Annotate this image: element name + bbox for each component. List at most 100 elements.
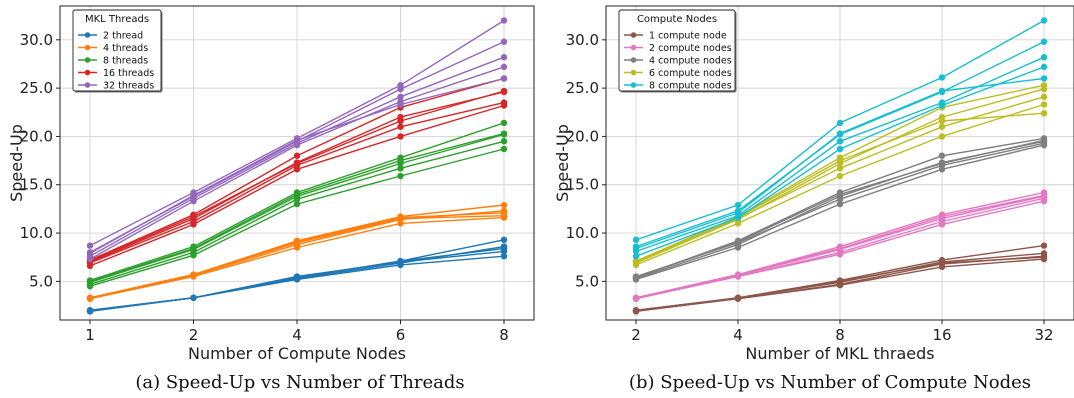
- data-point: [500, 130, 508, 137]
- legend-swatch-marker: [84, 44, 91, 51]
- data-point: [1040, 54, 1048, 61]
- legend-entry: 2 thread: [78, 31, 143, 42]
- data-point: [938, 160, 946, 167]
- data-point: [190, 294, 197, 301]
- legend-label: 4 threads: [103, 43, 148, 54]
- series-8-compute-nodes: [632, 17, 1048, 260]
- data-point: [293, 274, 301, 281]
- y-tick-label: 15.0: [20, 176, 53, 194]
- x-tick-label: 6: [396, 326, 406, 344]
- series-8-threads: [86, 119, 508, 290]
- y-axis-label: Speed-Up: [7, 124, 26, 202]
- data-point: [836, 145, 844, 153]
- legend-entry: 32 threads: [78, 81, 154, 92]
- data-point: [734, 220, 742, 227]
- legend-title: Compute Nodes: [637, 14, 717, 25]
- data-point: [632, 294, 640, 301]
- data-point: [500, 75, 508, 82]
- data-point: [86, 294, 94, 301]
- data-point: [836, 172, 844, 180]
- data-point: [1040, 75, 1048, 82]
- data-point: [938, 87, 946, 95]
- data-point: [1040, 38, 1048, 45]
- data-point: [86, 255, 94, 263]
- data-point: [293, 200, 301, 208]
- data-point: [397, 133, 404, 140]
- data-point: [938, 133, 946, 140]
- x-tick-label: 1: [85, 326, 95, 344]
- data-point: [938, 102, 946, 109]
- data-point: [293, 152, 301, 159]
- data-point: [397, 172, 404, 180]
- legend-entry: 1 compute node: [624, 31, 727, 42]
- data-point: [734, 238, 742, 245]
- legend-label: 2 thread: [103, 31, 143, 42]
- data-point: [836, 130, 844, 137]
- data-point: [836, 191, 844, 198]
- legend-label: 2 compute nodes: [649, 43, 732, 54]
- data-point: [632, 307, 640, 314]
- legend-entry: 6 compute nodes: [624, 68, 732, 79]
- x-tick-label: 32: [1034, 326, 1053, 344]
- x-tick-label: 16: [932, 326, 951, 344]
- data-point: [1040, 85, 1048, 93]
- data-point: [397, 93, 404, 101]
- data-point: [938, 166, 946, 173]
- y-tick-label: 25.0: [20, 79, 53, 97]
- data-point: [500, 209, 508, 216]
- data-point: [500, 145, 508, 153]
- legend-entry: 8 compute nodes: [624, 81, 732, 92]
- data-point: [836, 157, 844, 164]
- legend-entry: 4 compute nodes: [624, 56, 732, 67]
- data-point: [86, 307, 94, 314]
- legend-swatch-marker: [630, 44, 637, 51]
- data-point: [632, 274, 640, 281]
- data-point: [500, 17, 508, 24]
- data-point: [836, 245, 844, 252]
- data-point: [397, 123, 404, 130]
- x-tick-label: 4: [733, 326, 743, 344]
- series-4-threads: [86, 201, 508, 302]
- data-point: [1040, 63, 1048, 71]
- legend-swatch-marker: [630, 57, 637, 63]
- data-point: [397, 117, 404, 125]
- data-point: [938, 152, 946, 159]
- data-point: [500, 253, 508, 260]
- y-tick-label: 20.0: [566, 127, 599, 145]
- data-point: [86, 278, 94, 285]
- legend-label: 32 threads: [103, 81, 154, 92]
- legend-entry: 16 threads: [78, 68, 154, 79]
- legend-swatch-marker: [84, 82, 91, 88]
- series-2-compute-nodes: [632, 189, 1048, 302]
- data-point: [500, 214, 508, 221]
- legend-label: 1 compute node: [649, 31, 727, 42]
- chart-caption: (b) Speed-Up vs Number of Compute Nodes: [629, 372, 1031, 393]
- y-tick-label: 20.0: [20, 127, 53, 145]
- legend-title: MKL Threads: [85, 14, 149, 25]
- data-point: [1040, 93, 1048, 101]
- data-point: [190, 213, 197, 220]
- data-point: [500, 54, 508, 61]
- data-point: [938, 259, 946, 267]
- data-point: [293, 166, 301, 173]
- data-point: [293, 191, 301, 198]
- series-2-thread: [86, 236, 508, 315]
- x-tick-label: 2: [631, 326, 641, 344]
- x-axis-label: Number of MKL thraeds: [745, 344, 934, 363]
- x-tick-label: 4: [292, 326, 302, 344]
- data-point: [836, 119, 844, 127]
- y-tick-label: 25.0: [566, 79, 599, 97]
- legend-swatch-marker: [84, 32, 91, 38]
- data-point: [500, 201, 508, 209]
- legend-swatch-marker: [630, 69, 637, 76]
- data-point: [293, 137, 301, 144]
- data-point: [397, 165, 404, 172]
- legend-label: 8 threads: [103, 56, 148, 67]
- legend-label: 8 compute nodes: [649, 81, 732, 92]
- legend-box: [72, 9, 162, 92]
- legend-swatch-marker: [84, 57, 91, 63]
- y-tick-label: 10.0: [566, 224, 599, 242]
- data-point: [86, 250, 94, 257]
